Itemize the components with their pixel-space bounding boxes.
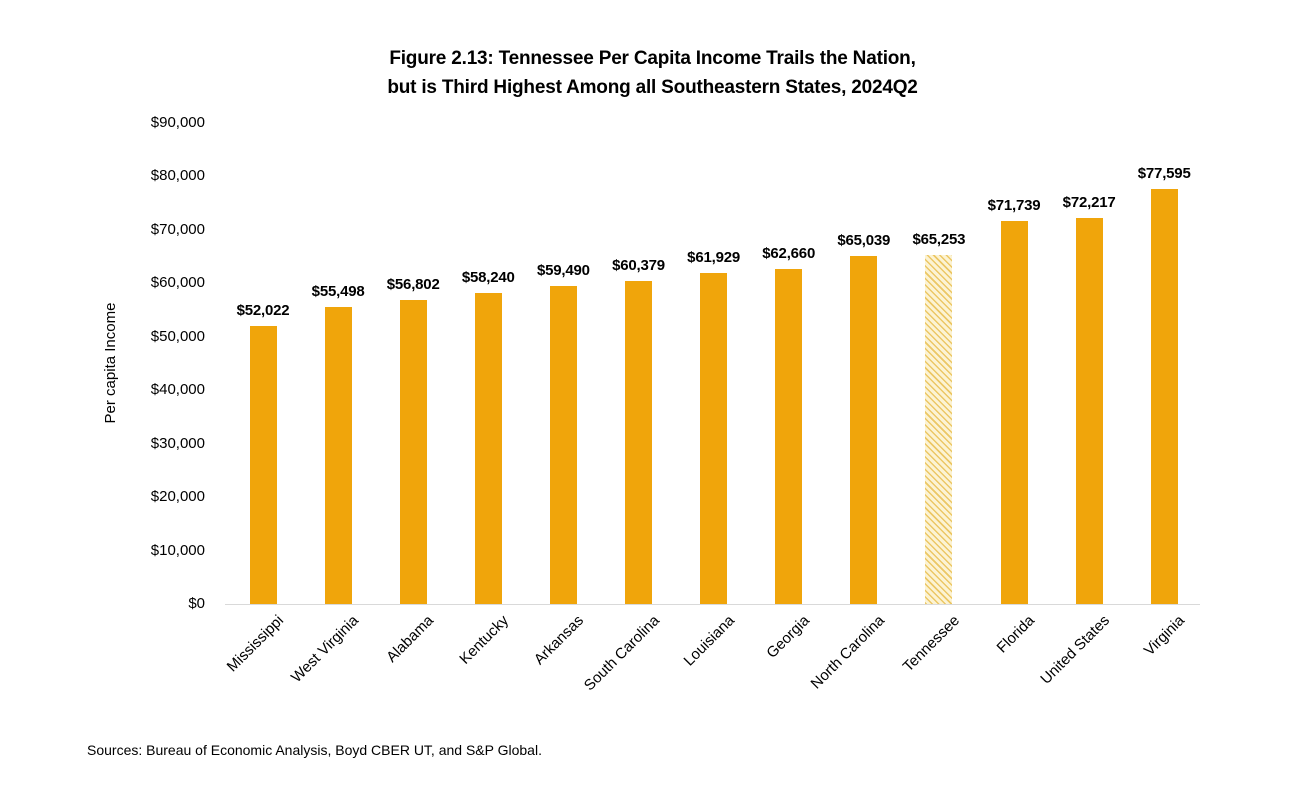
x-category-label-south-carolina: South Carolina — [580, 612, 663, 695]
bar-value-label-tennessee: $65,253 — [912, 231, 966, 249]
x-axis-line — [225, 604, 1200, 605]
x-category-label-georgia: Georgia — [762, 612, 813, 662]
y-axis-title: Per capita Income — [102, 302, 119, 424]
y-tick-label: $20,000 — [150, 488, 205, 506]
bar-mississippi — [249, 325, 277, 604]
chart-title-line2: but is Third Highest Among all Southeast… — [387, 77, 918, 98]
y-tick-label: $40,000 — [150, 381, 205, 399]
bar-value-label-mississippi: $52,022 — [236, 301, 290, 319]
y-tick-label: $90,000 — [150, 114, 205, 131]
x-category-label-north-carolina: North Carolina — [807, 612, 888, 693]
chart-title-line1: Figure 2.13: Tennessee Per Capita Income… — [389, 48, 916, 69]
bar-west-virginia — [324, 307, 352, 604]
y-tick-label: $0 — [188, 595, 205, 612]
y-tick-label: $10,000 — [150, 541, 205, 559]
bar-kentucky — [474, 292, 502, 604]
x-category-label-louisiana: Louisiana — [680, 612, 738, 670]
bar-georgia — [775, 269, 803, 604]
bar-virginia — [1150, 189, 1178, 604]
x-category-label-arkansas: Arkansas — [531, 612, 588, 669]
bar-value-label-west-virginia: $55,498 — [311, 283, 365, 301]
y-tick-label: $70,000 — [150, 220, 205, 238]
y-tick-label: $60,000 — [150, 274, 205, 292]
x-category-label-united-states: United States — [1037, 612, 1114, 688]
x-category-label-kentucky: Kentucky — [456, 612, 513, 668]
bar-value-label-georgia: $62,660 — [762, 245, 816, 263]
bar-value-label-arkansas: $59,490 — [536, 262, 590, 280]
bar-south-carolina — [625, 281, 652, 604]
bar-value-label-alabama: $56,802 — [386, 276, 440, 294]
bar-value-label-united-states: $72,217 — [1062, 194, 1116, 212]
x-category-label-west-virginia: West Virginia — [287, 612, 363, 687]
x-category-label-tennessee: Tennessee — [899, 612, 963, 676]
x-category-label-virginia: Virginia — [1140, 612, 1189, 660]
x-category-label-florida: Florida — [993, 612, 1039, 657]
bar-alabama — [399, 300, 427, 604]
source-note: Sources: Bureau of Economic Analysis, Bo… — [87, 742, 542, 758]
chart-title: Figure 2.13: Tennessee Per Capita Income… — [0, 44, 1305, 102]
bar-value-label-south-carolina: $60,379 — [612, 257, 665, 275]
bar-arkansas — [549, 286, 577, 604]
bar-florida — [1000, 220, 1028, 604]
bar-north-carolina — [850, 256, 878, 604]
bar-value-label-kentucky: $58,240 — [461, 268, 515, 286]
bar-louisiana — [700, 273, 728, 604]
bar-united-states — [1075, 218, 1103, 604]
bar-value-label-virginia: $77,595 — [1137, 165, 1191, 183]
bar-tennessee-highlighted — [925, 255, 953, 604]
y-tick-label: $30,000 — [150, 434, 205, 452]
bar-value-label-north-carolina: $65,039 — [837, 232, 891, 250]
y-tick-label: $50,000 — [150, 327, 205, 345]
bar-value-label-louisiana: $61,929 — [687, 249, 740, 267]
bar-value-label-florida: $71,739 — [987, 196, 1041, 214]
x-category-label-mississippi: Mississippi — [223, 612, 288, 676]
x-category-label-alabama: Alabama — [383, 612, 438, 666]
y-tick-label: $80,000 — [150, 167, 205, 185]
